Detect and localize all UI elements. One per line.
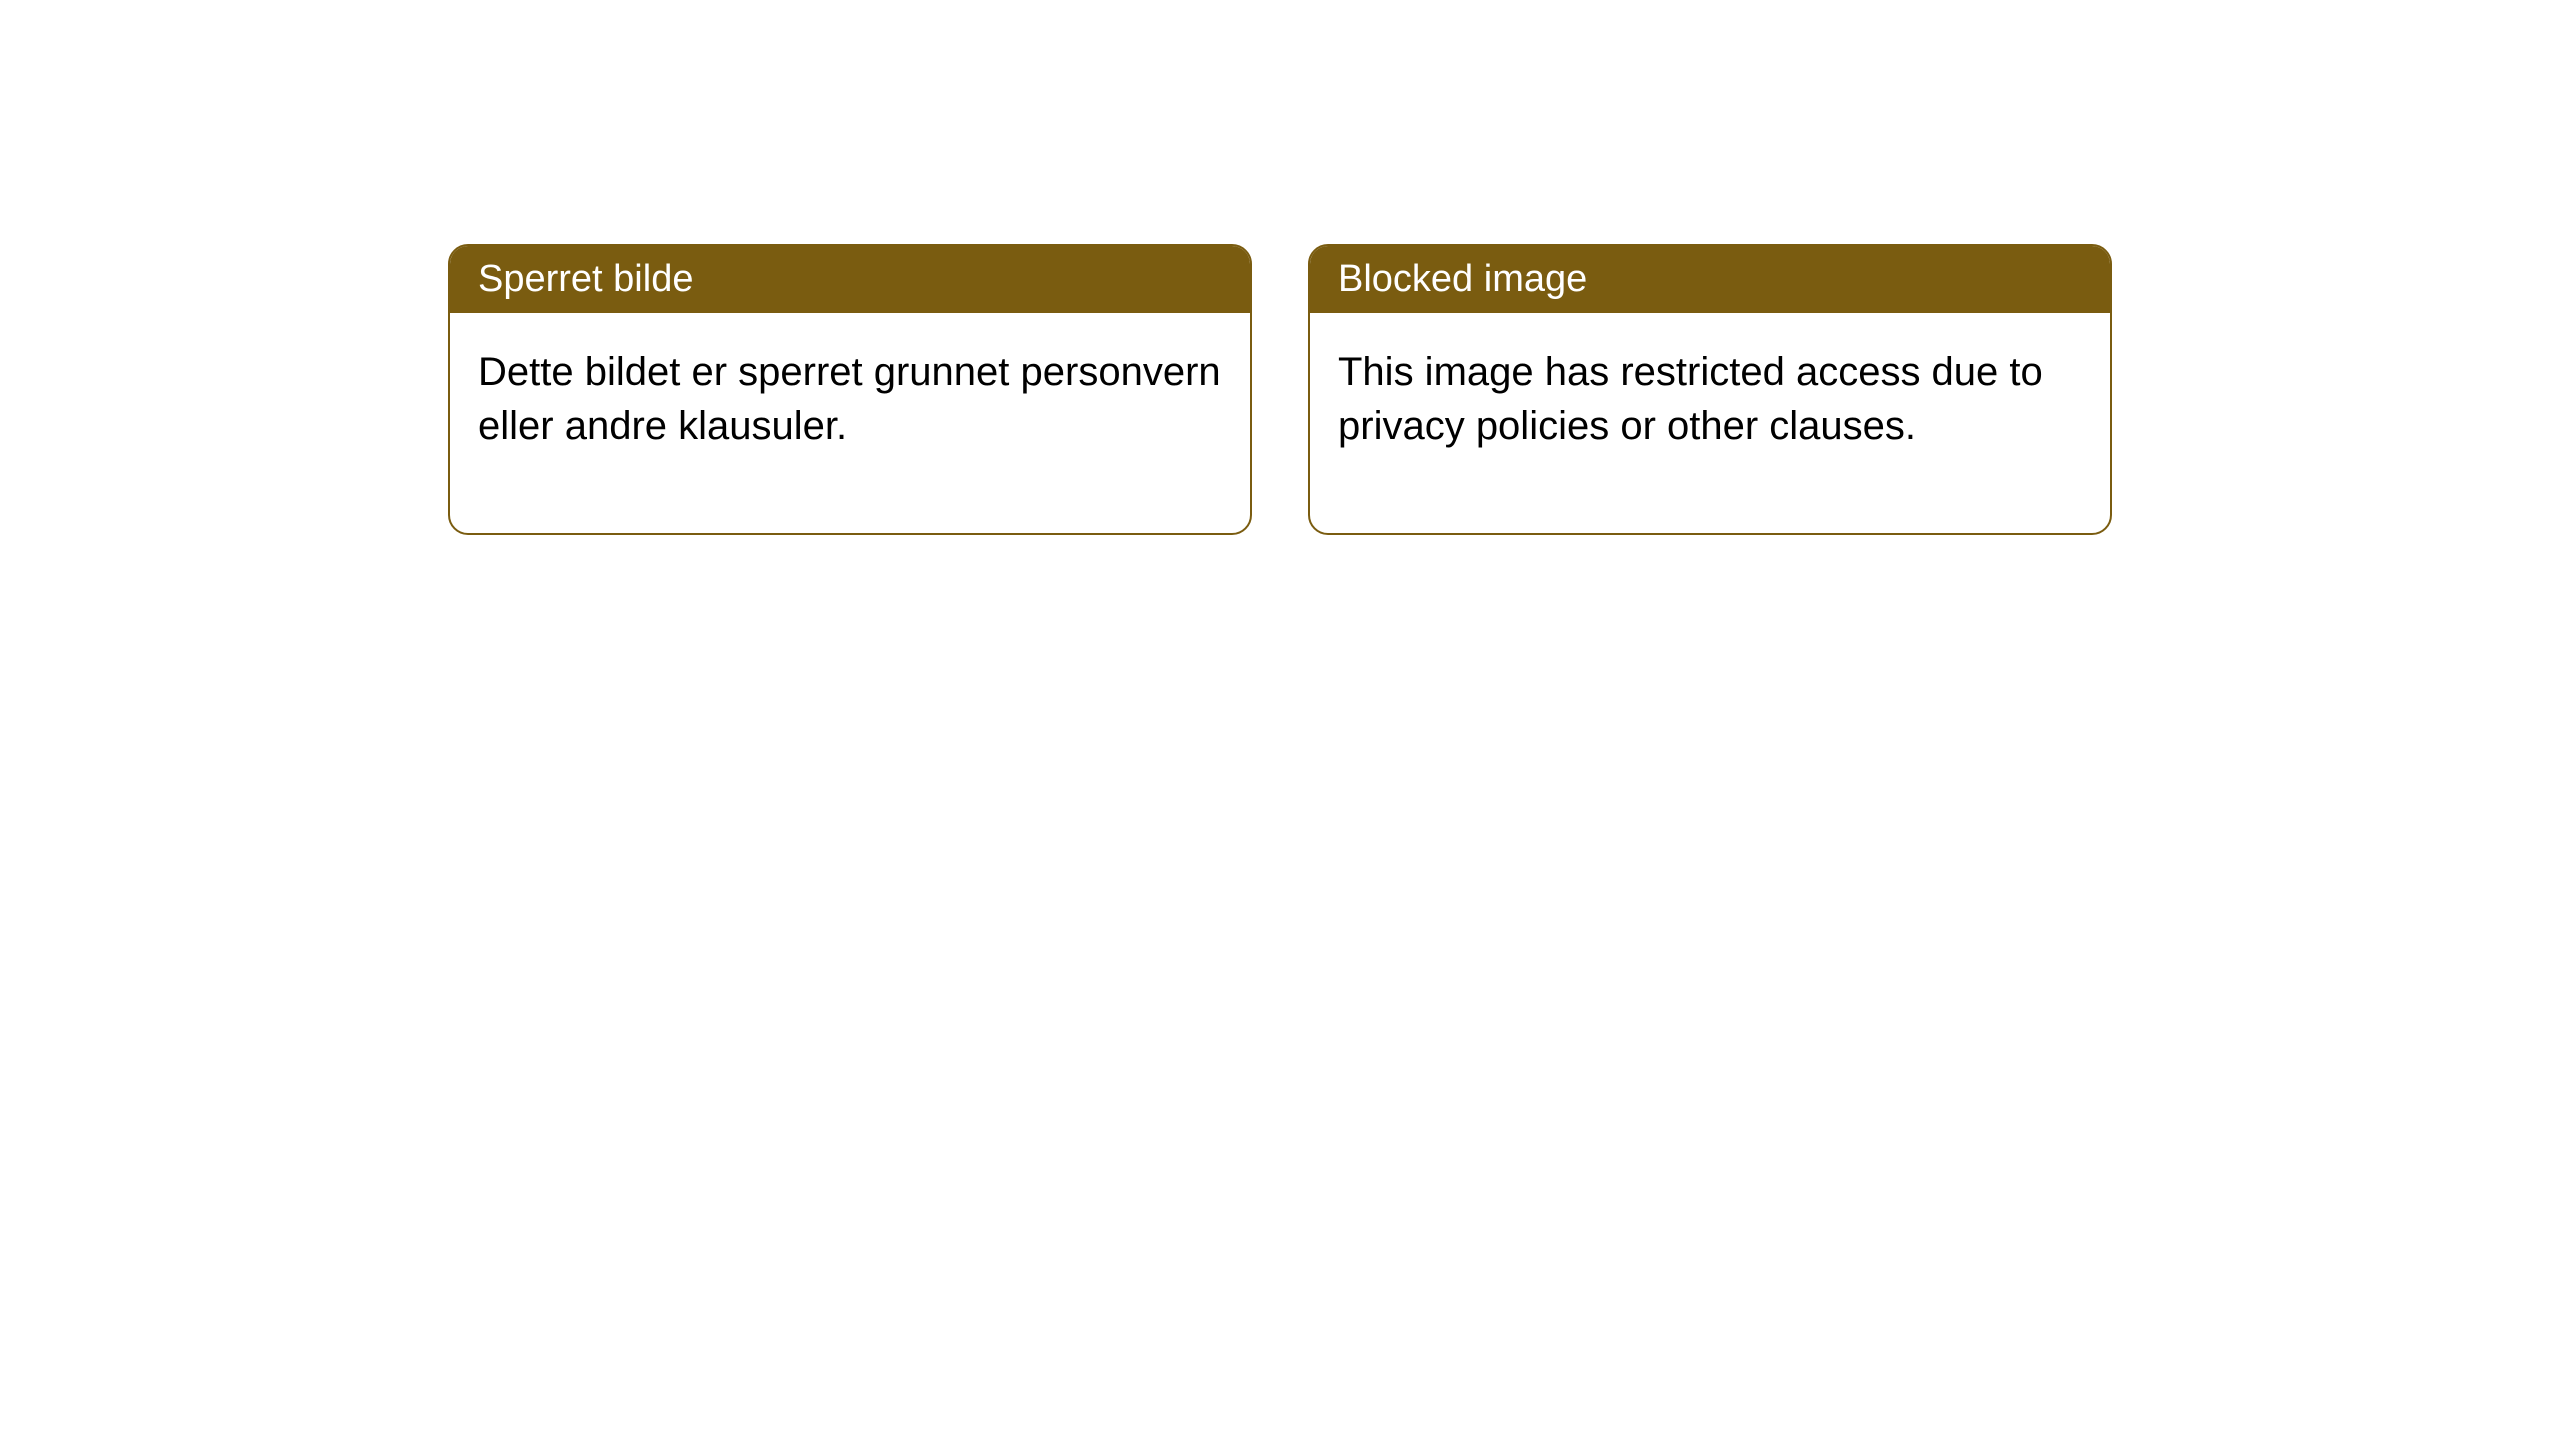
notice-cards-container: Sperret bilde Dette bildet er sperret gr… <box>448 244 2112 535</box>
card-title: Blocked image <box>1338 258 1587 300</box>
notice-card-english: Blocked image This image has restricted … <box>1308 244 2112 535</box>
card-body-text: This image has restricted access due to … <box>1338 350 2043 448</box>
card-body: This image has restricted access due to … <box>1310 313 2110 533</box>
card-title: Sperret bilde <box>478 258 693 300</box>
notice-card-norwegian: Sperret bilde Dette bildet er sperret gr… <box>448 244 1252 535</box>
card-body: Dette bildet er sperret grunnet personve… <box>450 313 1250 533</box>
card-body-text: Dette bildet er sperret grunnet personve… <box>478 350 1221 448</box>
card-header: Blocked image <box>1310 246 2110 313</box>
card-header: Sperret bilde <box>450 246 1250 313</box>
